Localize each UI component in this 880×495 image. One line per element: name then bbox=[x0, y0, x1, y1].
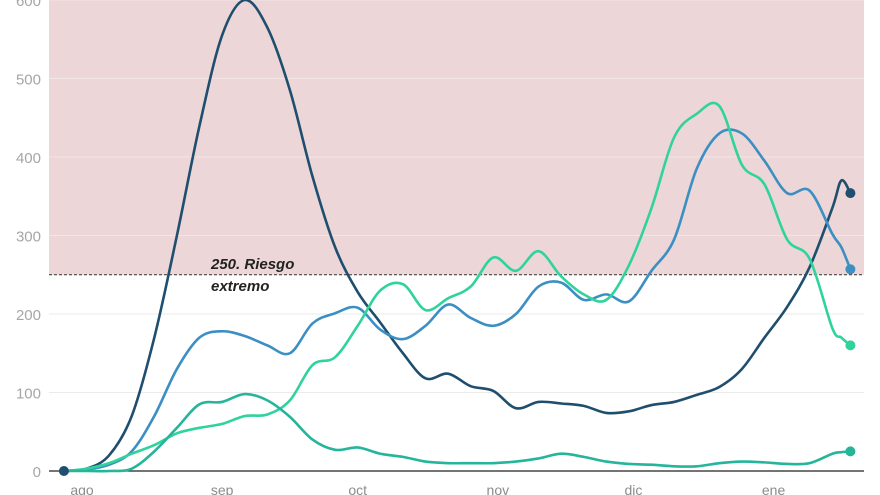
y-tick-label: 300 bbox=[16, 229, 41, 246]
threshold-label-line2: extremo bbox=[211, 278, 269, 295]
x-tick-label: nov bbox=[487, 482, 510, 495]
series-lines bbox=[58, 0, 856, 476]
series-end-point-1 bbox=[845, 188, 856, 199]
gridlines bbox=[49, 0, 864, 393]
x-tick-label: oct bbox=[348, 482, 367, 495]
series-start-point bbox=[58, 466, 69, 476]
y-tick-label: 200 bbox=[16, 307, 41, 324]
extreme-risk-zone bbox=[49, 0, 864, 275]
y-tick-label: 0 bbox=[33, 464, 41, 481]
series-end-point-3 bbox=[845, 340, 856, 351]
series-end-point-4 bbox=[845, 446, 856, 457]
y-tick-label: 400 bbox=[16, 150, 41, 167]
x-tick-label: sep bbox=[211, 482, 234, 495]
series-end-point-2 bbox=[845, 264, 856, 275]
y-tick-label: 500 bbox=[16, 72, 41, 89]
series-line-3 bbox=[63, 101, 852, 473]
x-tick-label: dic bbox=[624, 482, 642, 495]
x-tick-label: ene bbox=[762, 482, 786, 495]
y-tick-label: 100 bbox=[16, 386, 41, 403]
series-line-1 bbox=[63, 0, 852, 473]
y-axis: 0 100 200 300 400 500 600 bbox=[16, 0, 41, 481]
y-tick-label: 600 bbox=[16, 0, 41, 10]
series-line-4 bbox=[63, 392, 851, 473]
series-line-2 bbox=[63, 128, 852, 473]
x-axis: ago sep oct nov dic ene bbox=[70, 482, 785, 495]
threshold-label-line1: 250. Riesgo bbox=[210, 256, 294, 273]
x-tick-label: ago bbox=[70, 482, 94, 495]
